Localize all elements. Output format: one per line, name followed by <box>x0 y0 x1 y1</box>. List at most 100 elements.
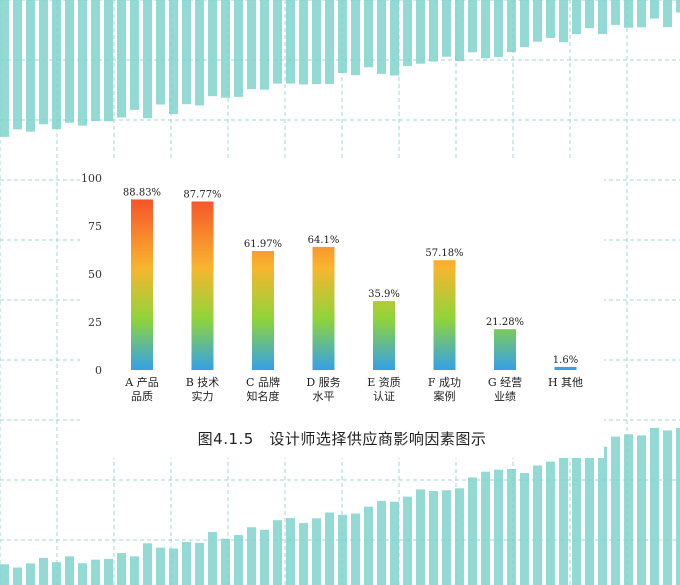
y-axis: 0 25 50 75 100 <box>81 172 102 377</box>
background-bar <box>598 0 607 35</box>
background-bar <box>650 427 659 585</box>
data-label: 21.28% <box>486 317 524 328</box>
background-bar <box>182 541 191 585</box>
background-bar <box>286 0 295 84</box>
figure-caption: 图4.1.5 设计师选择供应商影响因素图示 <box>197 430 487 448</box>
data-label: 61.97% <box>244 239 282 250</box>
background-bar <box>611 0 620 25</box>
background-bar <box>494 0 503 57</box>
background-bar <box>156 547 165 585</box>
background-bar <box>676 0 680 13</box>
background-bar <box>117 0 126 118</box>
category-label: 认证 <box>373 390 395 403</box>
background-bar <box>273 520 282 585</box>
background-bar <box>429 491 438 585</box>
background-bar <box>338 514 347 585</box>
background-bar <box>39 557 48 585</box>
background-bar <box>0 564 9 585</box>
background-bar <box>299 0 308 85</box>
category-label: 知名度 <box>247 389 280 403</box>
background-bar <box>325 0 334 85</box>
data-label: 64.1% <box>308 235 340 246</box>
background-top-bars <box>0 0 680 137</box>
background-bar <box>39 0 48 125</box>
background-bar <box>169 0 178 114</box>
category-label: 案例 <box>434 389 456 403</box>
background-bar <box>221 538 230 585</box>
category-label: 水平 <box>313 390 335 403</box>
background-bar <box>559 0 568 43</box>
data-label: 88.83% <box>123 187 161 198</box>
background-bar <box>13 567 22 585</box>
background-bar <box>572 447 581 585</box>
background-bar <box>78 563 87 585</box>
background-bar <box>91 559 100 585</box>
background-bar <box>78 0 87 126</box>
bar <box>312 246 335 370</box>
background-bar <box>143 0 152 119</box>
category-label: E 资质 <box>367 376 401 389</box>
background-bar <box>364 506 373 585</box>
background-bar <box>468 0 477 53</box>
background-bar <box>195 542 204 585</box>
data-label: 87.77% <box>183 189 221 200</box>
background-bar <box>182 0 191 105</box>
background-bar <box>260 529 269 585</box>
background-bar <box>299 523 308 585</box>
background-bar <box>247 0 256 90</box>
data-label: 35.9% <box>368 289 400 300</box>
background-bar <box>286 518 295 585</box>
background-bar <box>273 0 282 84</box>
y-tick-label: 75 <box>88 220 102 233</box>
background-bar <box>312 0 321 85</box>
background-bar <box>546 461 555 585</box>
bar <box>373 301 395 370</box>
category-label: G 经营 <box>488 375 522 389</box>
chart-card: 0 25 50 75 100 88.83% A 产品 品质 87.77% B 技术 实力 61.97… <box>80 158 604 458</box>
bar <box>191 201 214 370</box>
background-bar <box>507 468 516 585</box>
background-bar <box>104 0 113 122</box>
background-bar <box>221 0 230 98</box>
background-bar <box>481 0 490 59</box>
background-bar <box>442 490 451 585</box>
background-bar <box>104 558 113 585</box>
background-bar <box>494 469 503 585</box>
bar <box>433 260 456 370</box>
background-bar <box>533 465 542 585</box>
background-bar <box>143 543 152 585</box>
background-bar <box>520 0 529 48</box>
background-bar <box>52 562 61 585</box>
background-bar <box>52 0 61 130</box>
background-bar <box>650 0 659 19</box>
background-bar <box>390 0 399 76</box>
background-bar <box>455 0 464 62</box>
background-bar <box>572 0 581 35</box>
y-tick-label: 100 <box>81 172 102 185</box>
category-label: C 品牌 <box>246 375 280 389</box>
background-bar <box>520 472 529 585</box>
background-bar <box>26 563 35 585</box>
background-bar <box>637 435 646 585</box>
category-label: H 其他 <box>548 376 583 389</box>
background-bar <box>624 0 633 28</box>
background-bar <box>481 471 490 585</box>
background-bar <box>351 513 360 585</box>
background-bar <box>351 0 360 76</box>
background-bar <box>65 0 74 123</box>
background-bar <box>676 427 680 585</box>
background-bar <box>598 446 607 585</box>
background-bar <box>377 0 386 74</box>
background-bar <box>442 0 451 57</box>
background-bar <box>247 527 256 585</box>
background-bar <box>169 548 178 585</box>
background-bar <box>559 453 568 585</box>
background-bar <box>208 532 217 585</box>
background-bar <box>91 0 100 122</box>
